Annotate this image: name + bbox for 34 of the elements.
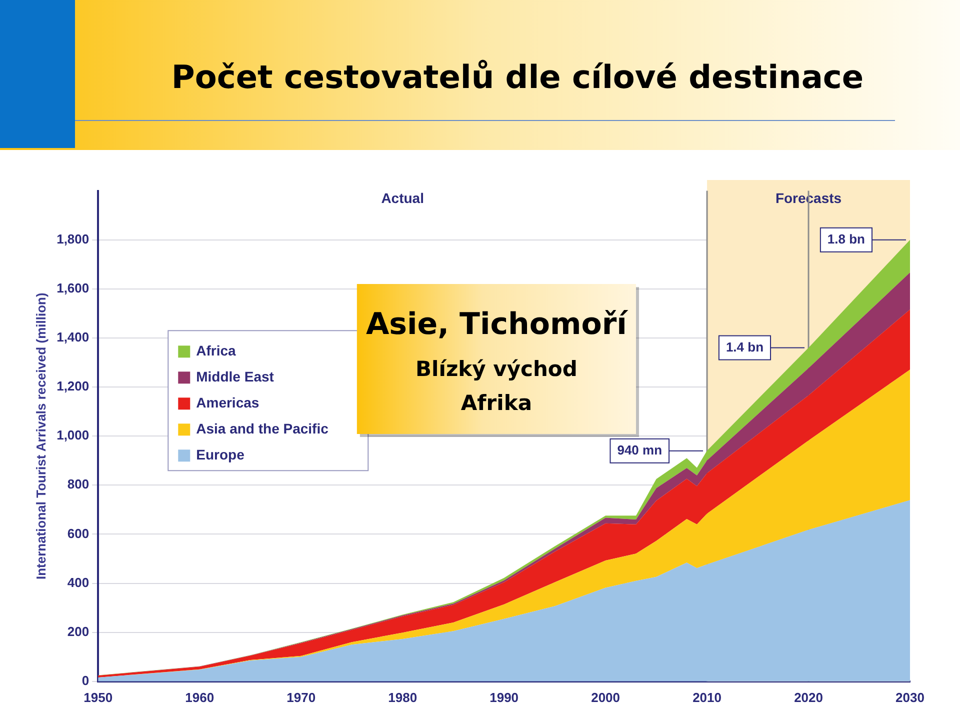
legend-label: Americas — [196, 394, 260, 410]
legend-label: Europe — [196, 446, 245, 462]
annotation: Asie, Tichomoří — [366, 307, 629, 342]
band-label: Forecasts — [775, 190, 842, 206]
y-tick-label: 400 — [67, 574, 90, 590]
legend-label: Africa — [196, 342, 236, 358]
y-tick-label: 600 — [67, 526, 90, 541]
x-tick-label: 2030 — [896, 690, 924, 705]
y-tick-label: 0 — [82, 672, 90, 688]
legend-label: Asia and the Pacific — [196, 420, 329, 436]
x-tick-label: 1960 — [185, 690, 214, 705]
annotation: 940 mn — [617, 442, 662, 458]
x-tick-label: 2020 — [794, 690, 823, 705]
x-tick-label: 1970 — [286, 690, 316, 705]
annotation: Afrika — [460, 391, 532, 416]
y-tick-label: 800 — [67, 476, 90, 492]
y-tick-label: 200 — [67, 624, 90, 639]
x-tick-label: 2010 — [692, 690, 722, 705]
y-tick-label: 1,800 — [56, 231, 90, 246]
x-tick-label: 1990 — [490, 690, 519, 705]
y-tick-label: 1,000 — [56, 428, 90, 443]
annotation: 1.8 bn — [827, 231, 866, 246]
y-axis-title: International Tourist Arrivals received (million) — [33, 292, 48, 580]
annotation: Actual — [381, 190, 424, 206]
chart-title: Počet cestovatelů dle cílové destinace — [170, 58, 865, 96]
x-tick-label: 1950 — [84, 690, 113, 705]
annotation: 1.4 bn — [726, 339, 764, 354]
y-tick-label: 1,400 — [56, 330, 90, 345]
x-tick-label: 1980 — [388, 690, 418, 705]
x-tick-label: 2000 — [591, 690, 620, 705]
y-tick-label: 1,600 — [56, 280, 90, 296]
annotation: Blízký východ — [416, 357, 578, 382]
legend-label: Middle East — [196, 368, 274, 384]
y-tick-label: 1,200 — [56, 378, 90, 394]
